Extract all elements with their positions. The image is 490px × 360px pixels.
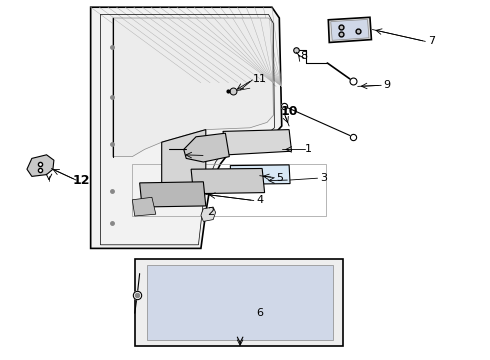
Text: 7: 7 bbox=[428, 36, 435, 46]
Text: 5: 5 bbox=[276, 173, 283, 183]
Bar bbox=[147, 265, 333, 340]
Polygon shape bbox=[113, 18, 273, 157]
Text: 3: 3 bbox=[320, 173, 327, 183]
Polygon shape bbox=[140, 182, 206, 207]
Polygon shape bbox=[27, 155, 54, 176]
Text: 1: 1 bbox=[305, 144, 312, 154]
Text: 9: 9 bbox=[384, 80, 391, 90]
Polygon shape bbox=[132, 197, 156, 216]
Text: 4: 4 bbox=[256, 195, 263, 205]
Bar bbox=[132, 164, 326, 216]
Text: 10: 10 bbox=[280, 105, 298, 118]
Text: 8: 8 bbox=[300, 51, 307, 61]
Text: 11: 11 bbox=[253, 74, 267, 84]
Polygon shape bbox=[201, 207, 216, 221]
Polygon shape bbox=[184, 133, 229, 162]
Polygon shape bbox=[331, 19, 369, 40]
Text: 2: 2 bbox=[207, 207, 214, 217]
Text: 6: 6 bbox=[256, 308, 263, 318]
Polygon shape bbox=[191, 168, 265, 194]
Bar bbox=[135, 259, 343, 346]
Polygon shape bbox=[223, 130, 292, 155]
Polygon shape bbox=[91, 7, 282, 248]
Polygon shape bbox=[162, 130, 206, 196]
Polygon shape bbox=[328, 17, 371, 42]
Text: 12: 12 bbox=[72, 174, 90, 186]
Polygon shape bbox=[230, 165, 290, 184]
